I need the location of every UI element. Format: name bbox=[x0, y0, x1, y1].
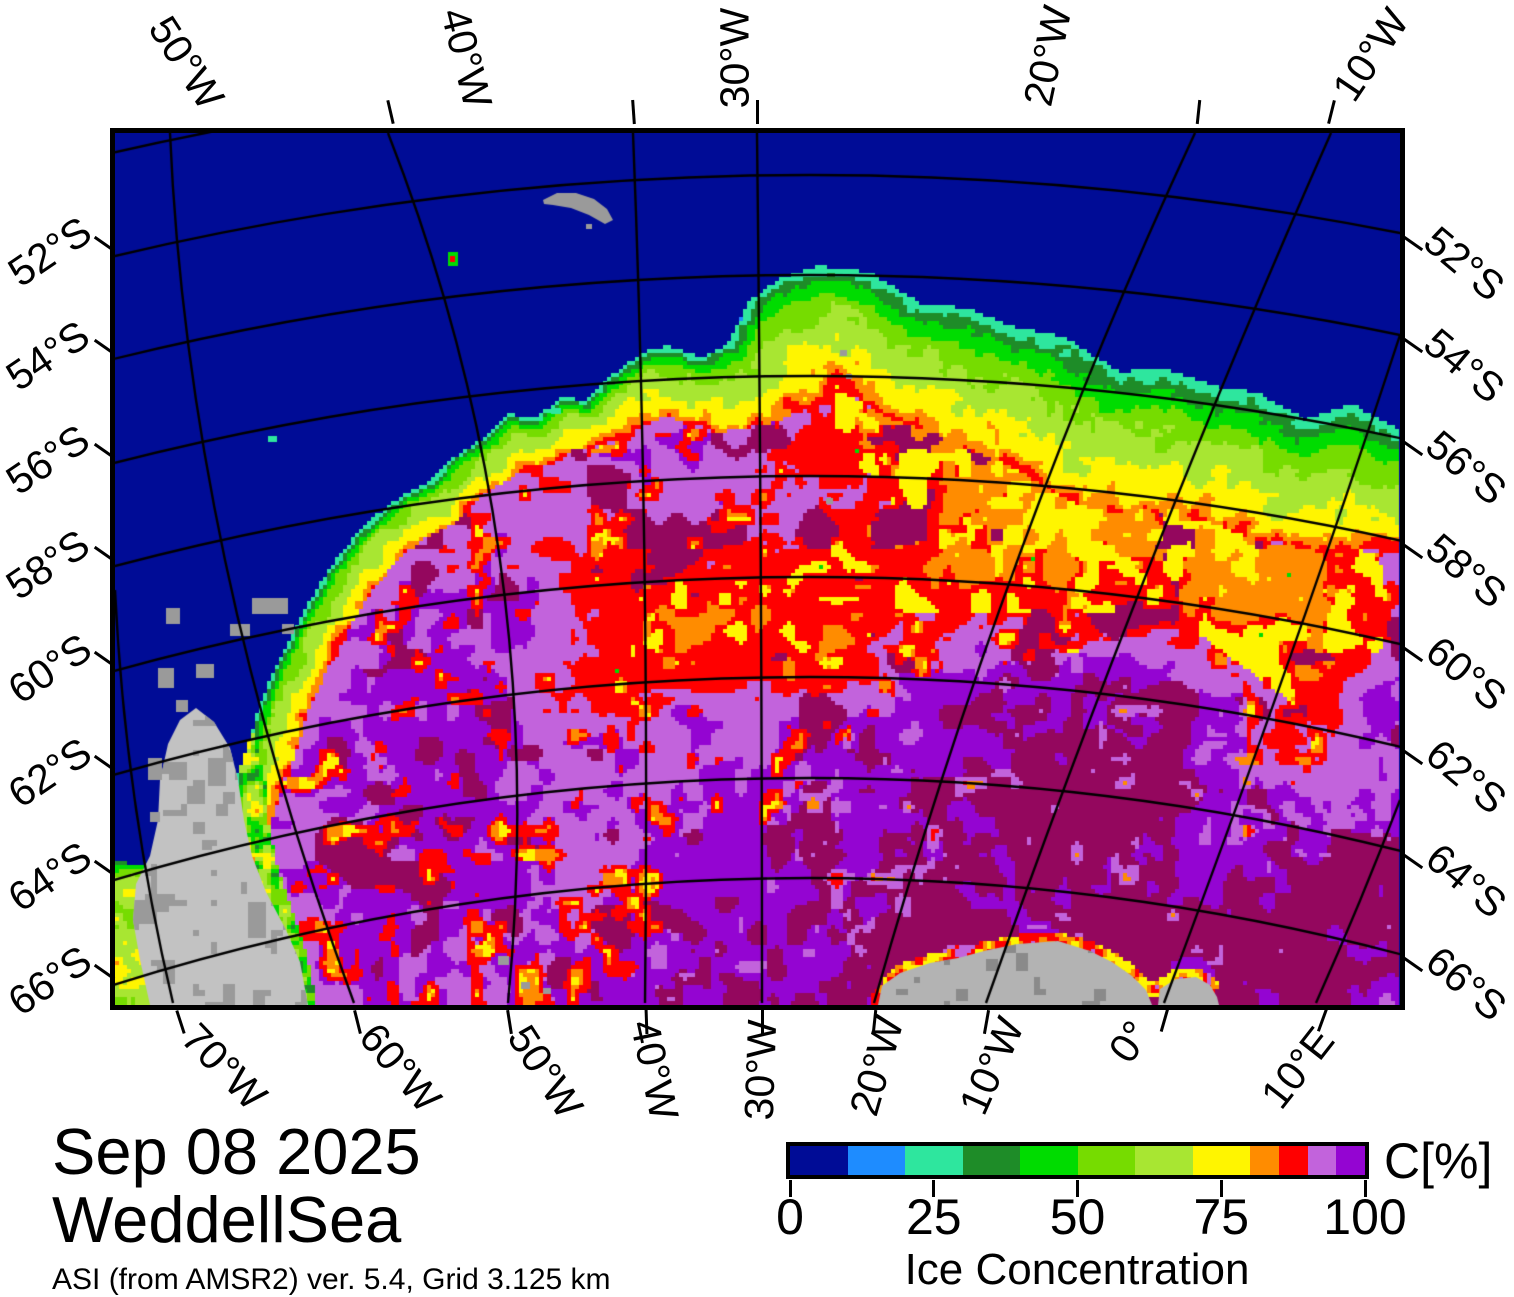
colorbar-segment bbox=[847, 1146, 905, 1175]
lat-label-left: 56°S bbox=[0, 415, 98, 504]
lon-label-top: 20°W bbox=[1014, 1, 1081, 110]
lon-label-bottom-tick bbox=[1316, 1008, 1328, 1032]
lat-label-left: 64°S bbox=[0, 832, 100, 921]
lon-label-bottom-tick bbox=[352, 1009, 362, 1035]
lat-label-right-tick bbox=[1401, 234, 1423, 252]
colorbar-tick bbox=[788, 1180, 792, 1197]
lat-label-right: 58°S bbox=[1417, 524, 1514, 617]
colorbar-segment bbox=[1336, 1146, 1365, 1175]
lat-label-left-tick bbox=[93, 338, 115, 356]
lon-label-top: 50°W bbox=[139, 7, 234, 118]
lon-label-top-tick bbox=[755, 100, 759, 124]
lon-label-top: 30°W bbox=[711, 7, 758, 109]
lon-label-bottom: 70°W bbox=[172, 1014, 276, 1119]
colorbar-tick bbox=[1363, 1180, 1367, 1197]
lat-label-right: 52°S bbox=[1415, 217, 1514, 310]
lon-label-bottom: 30°W bbox=[735, 1018, 786, 1122]
title-source: ASI (from AMSR2) ver. 5.4, Grid 3.125 km bbox=[52, 1263, 611, 1297]
colorbar-segment bbox=[1135, 1146, 1193, 1175]
title-block: Sep 08 2025 WeddellSea ASI (from AMSR2) … bbox=[52, 1118, 611, 1297]
lon-label-top-tick bbox=[385, 99, 395, 125]
colorbar-segment bbox=[790, 1146, 848, 1175]
lat-label-right-tick bbox=[1401, 955, 1423, 973]
lat-label-right: 64°S bbox=[1417, 834, 1514, 927]
lon-label-top: 40°W bbox=[431, 3, 501, 113]
colorbar-tick-label: 100 bbox=[1323, 1189, 1407, 1245]
lon-label-bottom-tick bbox=[760, 1010, 764, 1034]
colorbar-tick bbox=[932, 1180, 936, 1197]
colorbar bbox=[786, 1142, 1369, 1179]
lat-label-right: 56°S bbox=[1417, 421, 1514, 514]
lon-label-top-tick bbox=[630, 99, 636, 125]
lon-label-bottom: 10°W bbox=[950, 1010, 1034, 1122]
lat-label-right: 62°S bbox=[1417, 730, 1514, 823]
colorbar-segment bbox=[1020, 1146, 1078, 1175]
colorbar-axis-label: Ice Concentration bbox=[904, 1245, 1250, 1294]
lat-label-right-tick bbox=[1401, 748, 1423, 766]
lon-label-bottom-tick bbox=[174, 1010, 186, 1034]
lat-label-left: 62°S bbox=[0, 728, 100, 817]
lon-label-bottom-tick bbox=[1159, 1008, 1169, 1032]
colorbar-tick-label: 50 bbox=[1049, 1189, 1106, 1245]
lat-label-right-tick bbox=[1401, 336, 1423, 354]
lon-label-bottom: 40°W bbox=[621, 1015, 688, 1124]
lon-label-top-tick bbox=[1195, 99, 1201, 125]
colorbar-segment bbox=[1278, 1146, 1308, 1175]
lat-label-right-tick bbox=[1401, 645, 1423, 663]
colorbar-unit-label: C[%] bbox=[1384, 1133, 1493, 1189]
title-date: Sep 08 2025 bbox=[52, 1115, 421, 1188]
lat-label-right: 54°S bbox=[1415, 319, 1514, 412]
colorbar-tick-label: 25 bbox=[905, 1189, 962, 1245]
sea-ice-concentration-map bbox=[115, 133, 1400, 1005]
lat-label-left-tick bbox=[93, 442, 115, 460]
colorbar-segment bbox=[1077, 1146, 1135, 1175]
lon-label-top: 10°W bbox=[1323, 0, 1418, 110]
lat-label-right: 60°S bbox=[1417, 627, 1514, 720]
lon-label-bottom: 20°W bbox=[840, 1011, 913, 1121]
lon-label-bottom: 60°W bbox=[350, 1014, 451, 1122]
lon-label-bottom-tick bbox=[644, 1009, 648, 1035]
colorbar-tick-label: 0 bbox=[776, 1189, 804, 1245]
lon-label-bottom-tick bbox=[505, 1009, 513, 1035]
lat-label-right-tick bbox=[1401, 439, 1423, 457]
colorbar-tick-label: 75 bbox=[1193, 1189, 1250, 1245]
colorbar-segment bbox=[1192, 1146, 1250, 1175]
colorbar-tick bbox=[1076, 1180, 1079, 1197]
lat-label-left: 58°S bbox=[0, 520, 98, 609]
lat-label-right-tick bbox=[1401, 852, 1423, 870]
title-region: WeddellSea bbox=[52, 1182, 402, 1256]
lon-label-bottom: 0° bbox=[1099, 1012, 1160, 1071]
lat-label-left-tick bbox=[93, 545, 115, 563]
lon-label-top-tick bbox=[1326, 99, 1336, 125]
lat-label-right-tick bbox=[1401, 542, 1423, 560]
colorbar-segment bbox=[905, 1146, 963, 1175]
lon-label-bottom: 10°E bbox=[1251, 1018, 1344, 1118]
lat-label-right: 66°S bbox=[1417, 937, 1514, 1030]
lat-label-left: 54°S bbox=[0, 311, 98, 400]
lat-label-left: 52°S bbox=[0, 207, 100, 296]
colorbar-segment bbox=[1307, 1146, 1337, 1175]
colorbar-segment bbox=[1250, 1146, 1279, 1175]
lat-label-left: 60°S bbox=[0, 624, 100, 713]
lat-label-left: 66°S bbox=[0, 936, 100, 1025]
colorbar-segment bbox=[962, 1146, 1020, 1175]
colorbar-tick bbox=[1219, 1180, 1223, 1197]
lon-label-bottom: 50°W bbox=[498, 1016, 593, 1127]
